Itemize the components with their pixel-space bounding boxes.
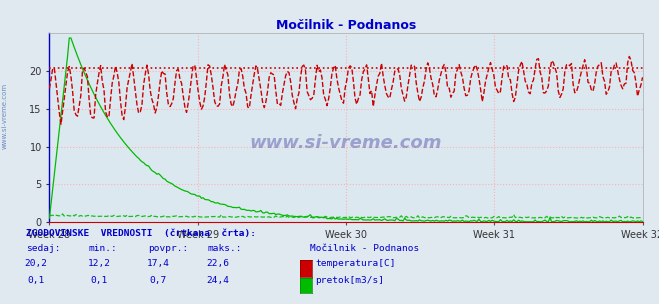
- Text: 22,6: 22,6: [206, 259, 229, 268]
- Text: 0,7: 0,7: [150, 276, 167, 285]
- Text: www.si-vreme.com: www.si-vreme.com: [2, 82, 8, 149]
- Text: 20,2: 20,2: [25, 259, 47, 268]
- Text: maks.:: maks.:: [208, 244, 242, 253]
- Text: povpr.:: povpr.:: [148, 244, 188, 253]
- Text: www.si-vreme.com: www.si-vreme.com: [250, 134, 442, 152]
- Text: 17,4: 17,4: [147, 259, 169, 268]
- Text: temperatura[C]: temperatura[C]: [315, 259, 395, 268]
- Text: 12,2: 12,2: [88, 259, 110, 268]
- Text: sedaj:: sedaj:: [26, 244, 61, 253]
- Text: 24,4: 24,4: [206, 276, 229, 285]
- Text: pretok[m3/s]: pretok[m3/s]: [315, 276, 384, 285]
- Text: 0,1: 0,1: [28, 276, 45, 285]
- Text: 0,1: 0,1: [90, 276, 107, 285]
- Text: Močilnik - Podnanos: Močilnik - Podnanos: [310, 244, 419, 253]
- Title: Močilnik - Podnanos: Močilnik - Podnanos: [276, 19, 416, 32]
- Text: min.:: min.:: [89, 244, 118, 253]
- Text: ZGODOVINSKE  VREDNOSTI  (črtkana  črta):: ZGODOVINSKE VREDNOSTI (črtkana črta):: [26, 229, 256, 238]
